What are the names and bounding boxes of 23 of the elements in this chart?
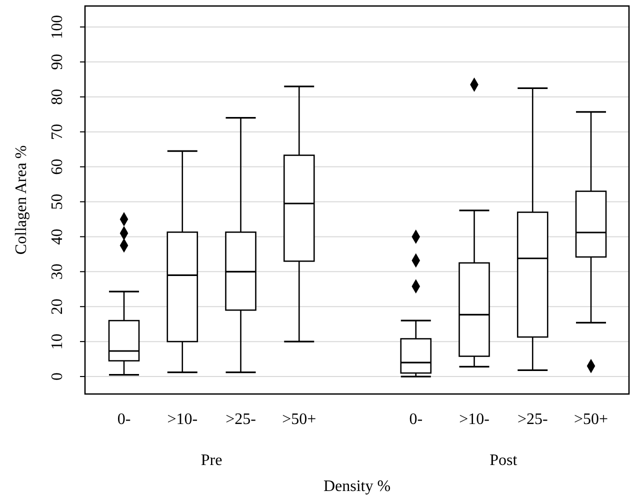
- y-tick-label: 50: [49, 194, 66, 210]
- x-tick-label: >25-: [226, 411, 256, 428]
- x-tick-label: 0-: [409, 411, 423, 428]
- y-tick-label: 20: [49, 298, 66, 315]
- x-tick-label: >50+: [574, 411, 608, 428]
- x-tick-label: >10-: [459, 411, 490, 428]
- y-tick-label: 0: [49, 372, 66, 381]
- y-tick-label: 70: [49, 124, 66, 140]
- y-tick-label: 80: [49, 88, 66, 105]
- y-tick-label: 10: [49, 334, 66, 350]
- x-tick-label: >50+: [282, 411, 316, 428]
- x-axis-title: Density %: [323, 478, 391, 495]
- y-tick-label: 100: [49, 14, 66, 39]
- y-tick-label: 40: [49, 228, 66, 245]
- x-tick-label: >25-: [517, 411, 548, 428]
- text: Post: [490, 452, 518, 469]
- text: Pre: [200, 452, 222, 469]
- y-tick-label: 30: [49, 264, 66, 280]
- x-tick-label: 0-: [117, 411, 131, 428]
- y-tick-label: 60: [49, 158, 66, 175]
- x-tick-label: >10-: [167, 411, 198, 428]
- y-axis-title: Collagen Area %: [13, 145, 30, 255]
- y-tick-label: 90: [49, 54, 66, 70]
